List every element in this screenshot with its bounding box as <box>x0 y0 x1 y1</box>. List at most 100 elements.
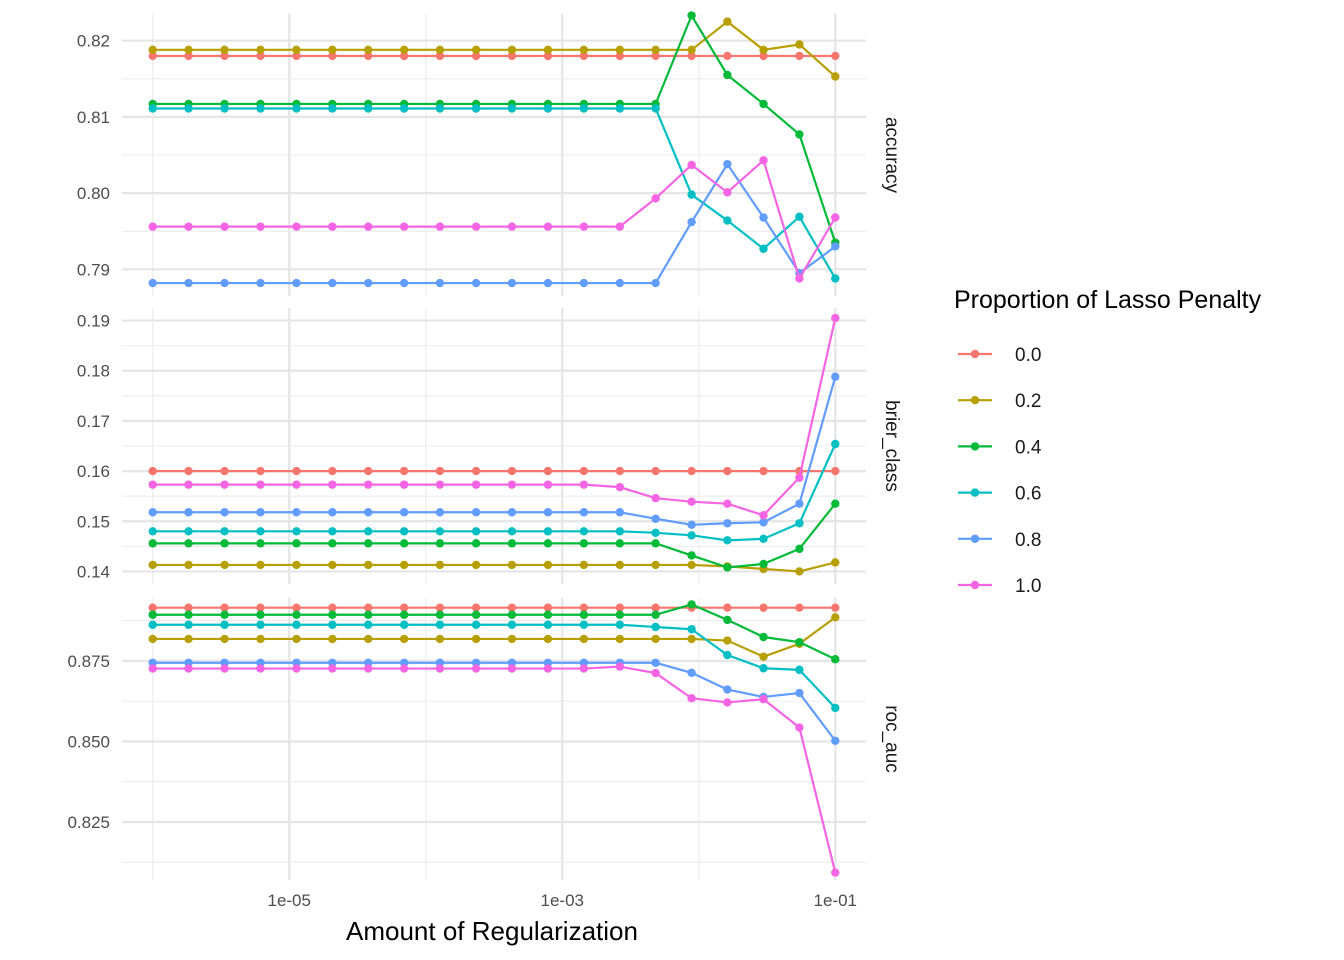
data-point <box>220 222 229 231</box>
data-point <box>615 539 625 548</box>
data-point <box>795 499 804 508</box>
data-point <box>435 527 445 536</box>
data-point <box>759 51 768 61</box>
data-point <box>723 615 732 625</box>
data-point <box>615 603 625 612</box>
data-point <box>220 104 229 113</box>
data-point <box>615 222 625 231</box>
data-point <box>328 527 337 536</box>
series-0.4-brier_class <box>148 499 840 572</box>
data-point <box>292 45 301 55</box>
data-point <box>651 278 660 288</box>
data-point <box>435 45 445 55</box>
data-point <box>148 51 157 61</box>
data-point <box>364 610 373 619</box>
data-point <box>723 17 732 26</box>
data-point <box>435 560 445 570</box>
data-point <box>328 45 337 55</box>
data-point <box>328 104 337 113</box>
series-1.0-brier_class <box>148 313 840 520</box>
data-point <box>292 51 301 61</box>
data-point <box>148 664 157 673</box>
data-point <box>831 313 840 323</box>
data-point <box>543 634 553 644</box>
data-point <box>759 466 768 476</box>
data-point <box>615 278 625 288</box>
data-point <box>184 664 193 673</box>
data-point <box>507 664 517 673</box>
data-point <box>831 603 840 612</box>
data-point <box>220 466 229 476</box>
data-point <box>435 664 445 673</box>
data-point <box>471 222 481 231</box>
legend-item-1.0: 1.0 <box>958 576 1041 597</box>
data-point <box>795 603 804 612</box>
data-point <box>687 466 696 476</box>
data-point <box>651 514 660 523</box>
legend-item-0.0: 0.0 <box>958 345 1041 366</box>
data-point <box>328 278 337 288</box>
data-point <box>795 637 804 647</box>
data-point <box>687 11 696 20</box>
data-point <box>364 45 373 55</box>
series-line <box>152 376 837 526</box>
data-point <box>687 694 696 703</box>
data-point <box>328 658 337 667</box>
series-line <box>152 13 837 243</box>
data-point <box>831 703 840 713</box>
data-point <box>831 274 840 283</box>
data-point <box>364 634 373 644</box>
data-point <box>579 620 589 629</box>
data-point <box>435 658 445 667</box>
data-point <box>651 539 660 548</box>
data-point <box>507 508 517 517</box>
data-point <box>399 508 409 517</box>
data-point <box>723 536 732 545</box>
data-point <box>364 560 373 570</box>
data-point <box>184 634 193 644</box>
data-point <box>759 603 768 612</box>
data-point <box>831 72 840 81</box>
data-point <box>795 40 804 49</box>
data-point <box>292 664 301 673</box>
data-point <box>651 104 660 113</box>
data-point <box>831 868 840 877</box>
strip-label-accuracy: accuracy <box>881 117 902 194</box>
data-point <box>256 634 265 644</box>
panel-brier_class: 0.14 0.15 0.16 0.17 0.18 0.19 brier_class <box>77 308 902 584</box>
data-point <box>831 242 840 251</box>
data-point <box>184 278 193 288</box>
series-0.0-accuracy <box>148 51 840 61</box>
panel-accuracy: 0.79 0.80 0.81 0.82 accuracy <box>77 11 902 296</box>
data-point <box>543 278 553 288</box>
series-0.4-accuracy <box>148 11 840 247</box>
data-point <box>687 531 696 540</box>
data-point <box>220 539 229 548</box>
data-point <box>507 278 517 288</box>
data-point <box>328 51 337 61</box>
data-point <box>723 685 732 694</box>
data-point <box>364 480 373 489</box>
data-point <box>256 664 265 673</box>
data-point <box>507 634 517 644</box>
data-point <box>471 664 481 673</box>
legend-item-0.6: 0.6 <box>958 484 1041 505</box>
data-point <box>399 620 409 629</box>
data-point <box>579 104 589 113</box>
data-point <box>615 560 625 570</box>
data-point <box>615 662 625 671</box>
x-axis: 1e-05 1e-03 1e-01 <box>267 891 857 910</box>
data-point <box>399 610 409 619</box>
data-point <box>687 45 696 55</box>
data-point <box>399 658 409 667</box>
data-point <box>651 493 660 503</box>
data-point <box>256 620 265 629</box>
data-point <box>759 511 768 520</box>
data-point <box>364 603 373 612</box>
series-0.8-brier_class <box>148 372 840 529</box>
data-point <box>543 508 553 517</box>
data-point <box>256 610 265 619</box>
data-point <box>399 222 409 231</box>
data-point <box>435 620 445 629</box>
series-line <box>152 20 837 78</box>
